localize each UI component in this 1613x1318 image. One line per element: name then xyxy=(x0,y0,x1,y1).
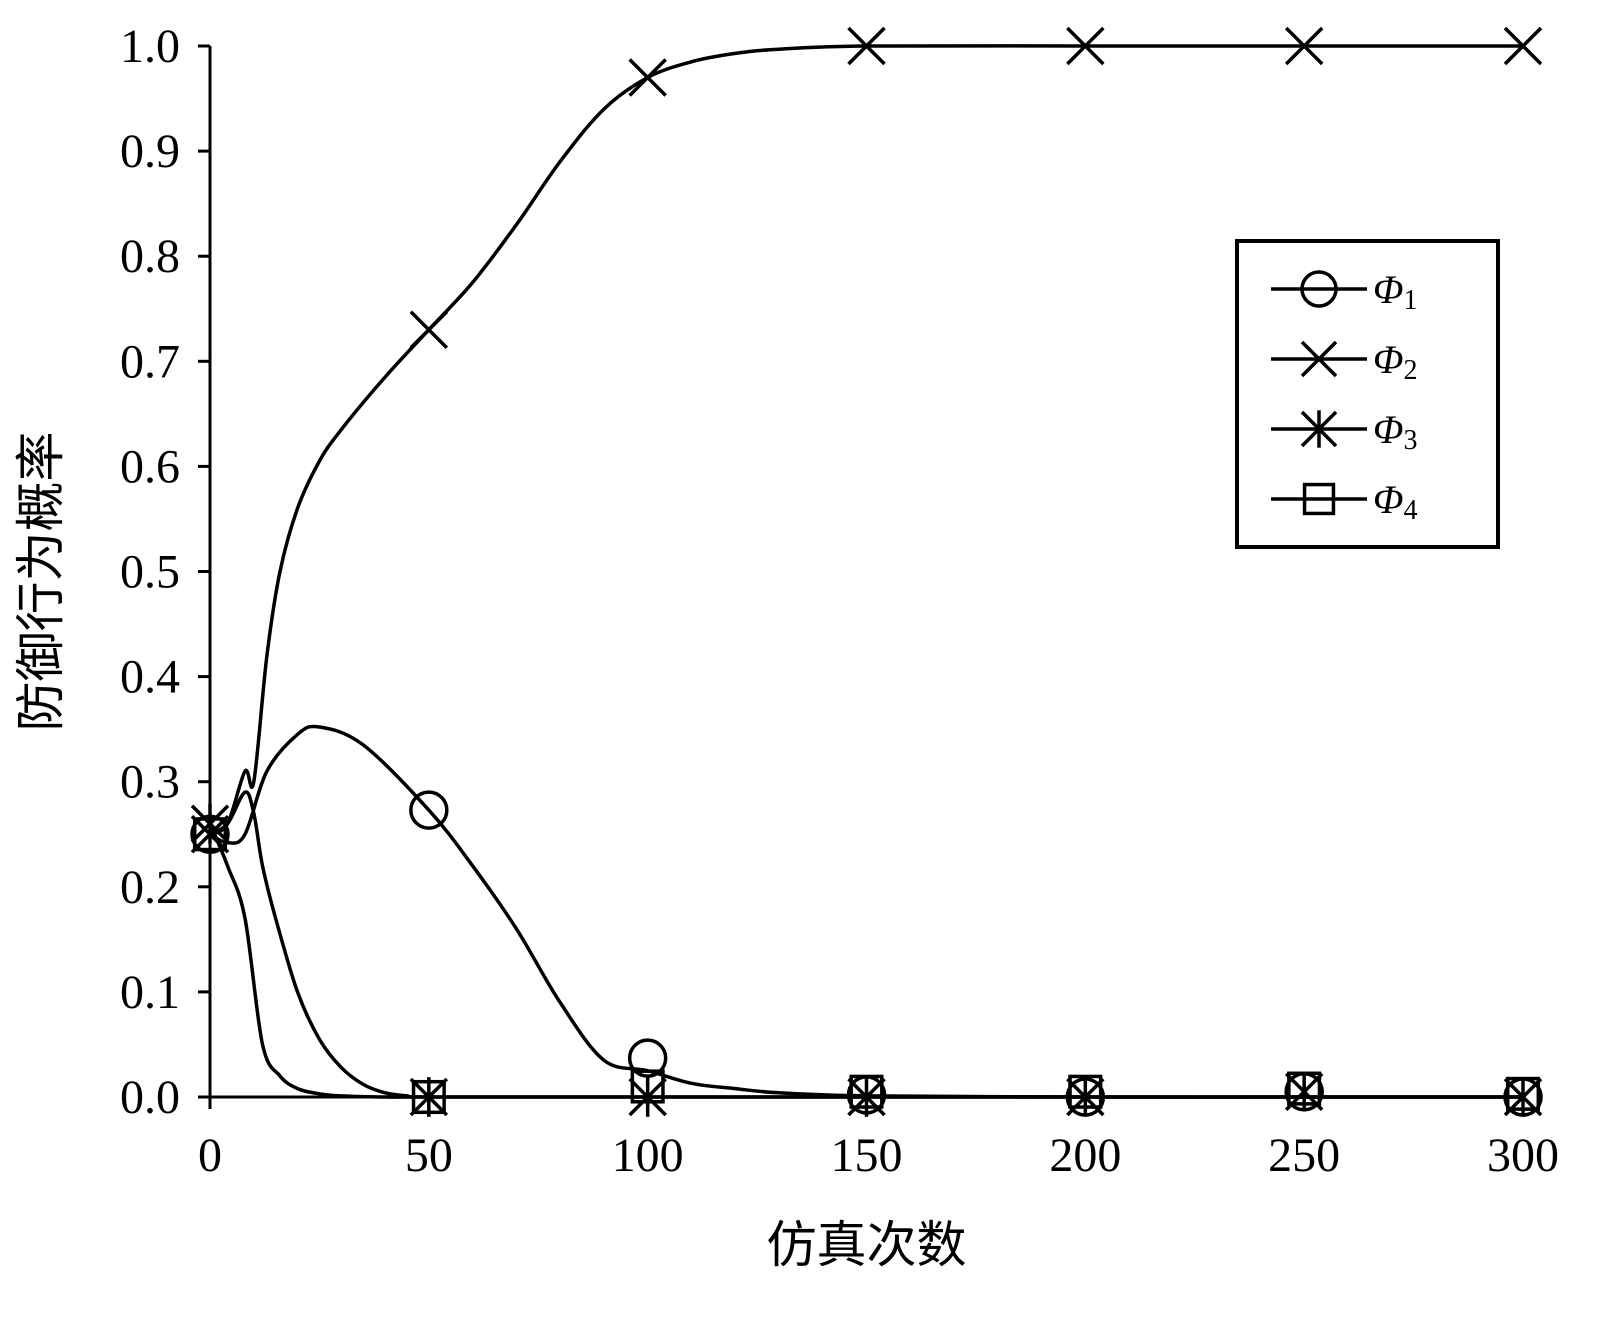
x-tick-label: 0 xyxy=(198,1129,222,1182)
x-tick-label: 50 xyxy=(405,1129,453,1182)
y-tick-label: 0.7 xyxy=(120,335,180,388)
series-3 xyxy=(190,803,1543,1117)
series-2 xyxy=(190,26,1543,854)
series-2-point xyxy=(1066,26,1105,66)
axes xyxy=(208,46,1523,1099)
legend-label: Φ3 xyxy=(1373,407,1417,456)
legend-label-base: Φ xyxy=(1373,407,1403,452)
y-tick-label: 0.9 xyxy=(120,125,180,178)
y-tick-label: 1.0 xyxy=(120,20,180,73)
series-2-point xyxy=(1284,26,1324,66)
plot-area xyxy=(190,26,1543,1117)
series-2-point xyxy=(1503,26,1543,66)
y-tick-label: 0.1 xyxy=(120,966,180,1019)
y-axis-title: 防御行为概率 xyxy=(12,432,70,732)
x-tick-label: 200 xyxy=(1049,1129,1121,1182)
legend-box xyxy=(1235,239,1500,549)
legend-marker xyxy=(1300,410,1338,448)
y-tick-label: 0.0 xyxy=(120,1071,180,1124)
y-tick-label: 0.8 xyxy=(120,230,180,283)
x-axis-ticks: 0 50 100 150 200 250 300 xyxy=(198,1097,1559,1182)
series-2-line xyxy=(209,44,1523,836)
series-1 xyxy=(190,724,1543,1117)
legend-label: Φ4 xyxy=(1373,477,1417,526)
series-4 xyxy=(192,790,1541,1115)
x-tick-label: 250 xyxy=(1268,1129,1340,1182)
y-tick-label: 0.3 xyxy=(120,756,180,809)
series-3-line xyxy=(208,823,1523,1099)
legend-label: Φ2 xyxy=(1373,337,1417,386)
legend-label-base: Φ xyxy=(1373,337,1403,382)
series-1-line xyxy=(209,724,1523,1099)
series-1-point xyxy=(627,1038,668,1078)
x-tick-label: 150 xyxy=(831,1129,903,1182)
legend-entry-4: Φ4 xyxy=(1271,477,1417,526)
y-tick-label: 0.5 xyxy=(120,546,180,599)
legend-label-base: Φ xyxy=(1373,477,1403,522)
legend-marker xyxy=(1302,482,1336,516)
x-axis-title: 仿真次数 xyxy=(767,1216,967,1274)
legend-label: Φ1 xyxy=(1373,267,1417,316)
legend-marker xyxy=(1300,340,1338,378)
legend-marker xyxy=(1300,270,1338,308)
series-4-point xyxy=(1505,1076,1541,1111)
y-axis-ticks: 0.0 0.1 0.2 0.3 0.4 0.5 0.6 0.7 0.8 0.9 1.0 xyxy=(120,20,210,1124)
legend-label-base: Φ xyxy=(1373,267,1403,312)
legend-label-subscript: 3 xyxy=(1403,425,1417,456)
legend-label-subscript: 2 xyxy=(1403,355,1417,386)
legend-label-subscript: 4 xyxy=(1403,495,1417,526)
legend-entry-2: Φ2 xyxy=(1271,337,1417,386)
legend-label-subscript: 1 xyxy=(1403,285,1417,316)
x-tick-label: 300 xyxy=(1487,1129,1559,1182)
series-2-point xyxy=(628,58,667,97)
series-4-line xyxy=(209,790,1523,1099)
legend-entry-3: Φ3 xyxy=(1271,407,1417,456)
y-tick-label: 0.6 xyxy=(120,440,180,493)
y-tick-label: 0.4 xyxy=(120,651,180,704)
legend-entry-1: Φ1 xyxy=(1271,267,1417,316)
series-2-point xyxy=(847,26,886,66)
x-tick-label: 100 xyxy=(612,1129,684,1182)
y-tick-label: 0.2 xyxy=(120,861,180,914)
series-2-point xyxy=(409,310,449,350)
series-1-point xyxy=(409,790,449,830)
